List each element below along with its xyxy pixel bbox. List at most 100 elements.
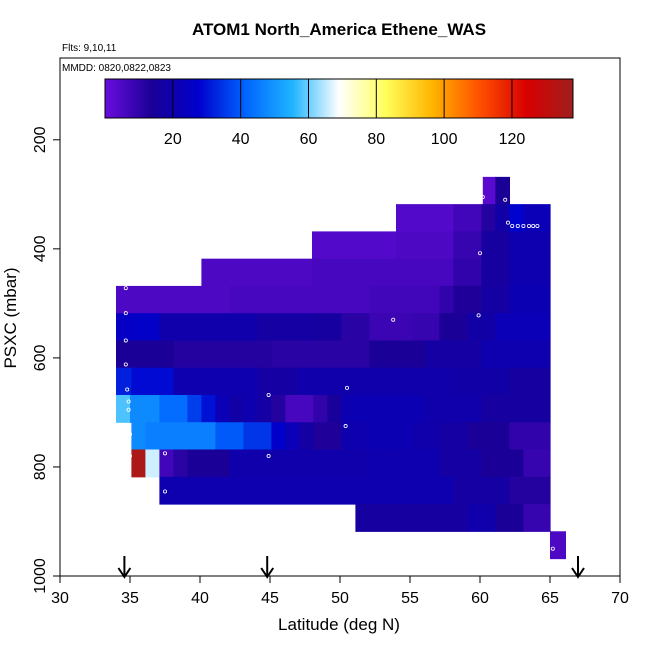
heatmap-cell [481,258,510,287]
colorbar: 20 40 60 80 100 120 [104,78,574,148]
flight-arrow [571,556,585,579]
sample-point [123,362,128,367]
heatmap-cell [425,394,482,423]
y-axis-label: PSXC (mbar) [1,267,20,368]
x-tick-label: 30 [51,590,69,607]
heatmap-cell [159,476,454,505]
heatmap-cell [187,394,202,423]
heatmap-cell [173,340,272,369]
heatmap-cell [453,476,510,505]
heatmap-cell [495,504,524,532]
chart-title: ATOM1 North_America Ethene_WAS [192,20,486,39]
heatmap-cell [271,394,286,423]
heatmap-cell [257,313,314,342]
sample-point [477,251,482,256]
heatmap-cell [341,422,370,451]
heatmap-cell [341,313,370,342]
heatmap-cell [481,285,510,314]
dates-label: MMDD: 0820,0822,0823 [62,63,171,74]
x-tick-label: 55 [401,590,419,607]
heatmap-cell [187,449,230,478]
heatmap-cell [523,504,551,532]
heatmap-cell [425,340,482,369]
heatmap-cell [159,394,188,423]
heatmap-cell [313,422,342,451]
heatmap-cell [145,449,160,478]
heatmap-cell [411,422,440,451]
heatmap-cell [131,422,146,451]
sample-point [550,546,555,551]
x-tick-label: 65 [541,590,559,607]
heatmap-cell [482,176,496,205]
y-tick-label: 1000 [32,558,49,594]
heatmap-cell [131,313,160,342]
heatmap-cell [299,422,314,451]
heatmap-cell [495,204,510,232]
sample-point [127,454,132,459]
heatmap-cell [369,449,440,478]
y-tick-label: 800 [32,454,49,481]
heatmap-cell [439,285,454,314]
heatmap-cell [467,504,496,532]
heatmap-cell [215,422,244,451]
heatmap-cell [201,394,216,423]
heatmap-cell [131,449,146,478]
heatmap-cell [285,394,314,423]
heatmap-cell [271,422,286,451]
sample-point [162,489,167,494]
sample-point [505,220,510,225]
heatmap-cell [453,285,482,314]
x-tick-label: 50 [331,590,349,607]
heatmap-cell [131,367,174,396]
sample-points [123,195,555,551]
heatmap-cell [509,476,551,505]
sample-point [476,313,481,318]
heatmap-cell [509,231,551,260]
y-tick-label: 600 [32,344,49,371]
sample-point [125,387,130,392]
heatmap-cell [369,422,412,451]
colorbar-tick-label: 20 [164,131,182,148]
x-tick-label: 60 [471,590,489,607]
sample-point [535,223,540,228]
heatmap-cell [439,449,482,478]
heatmap-cell [116,367,132,396]
heatmap-cell [229,394,244,423]
heatmap-cell [453,204,482,232]
heatmap-cell [439,313,468,342]
sample-point [126,407,131,412]
heatmap-cell [453,367,510,396]
heatmap-cell [201,258,313,287]
heatmap-cell [481,394,551,423]
x-tick-label: 35 [121,590,139,607]
heatmap-cell [229,449,370,478]
sample-point [123,338,128,343]
heatmap-cell [257,394,272,423]
heatmap-cells [116,176,566,560]
heatmap-cell [173,367,258,396]
heatmap-cell [285,422,300,451]
sample-point [521,223,526,228]
heatmap-cell [481,231,510,260]
heatmap-cell [116,313,132,342]
heatmap-cell [481,204,496,232]
heatmap-cell [130,394,160,423]
heatmap-cell [145,422,216,451]
sample-point [266,454,271,459]
heatmap-cell [481,340,551,369]
sample-point [123,286,128,291]
sample-point [127,432,132,437]
x-tick-label: 45 [261,590,279,607]
heatmap-cell [116,394,131,423]
heatmap-cell [271,340,370,369]
heatmap-cell [369,285,440,314]
heatmap-cell [495,176,510,205]
sample-point [266,392,271,397]
flights-label: Flts: 9,10,11 [62,43,117,54]
sample-point [515,223,520,228]
colorbar-tick-label: 40 [232,131,250,148]
colorbar-ticks: 20 40 60 80 100 120 [164,79,525,148]
sample-point [480,195,485,200]
y-axis: 200 400 600 800 1000 [32,126,60,594]
